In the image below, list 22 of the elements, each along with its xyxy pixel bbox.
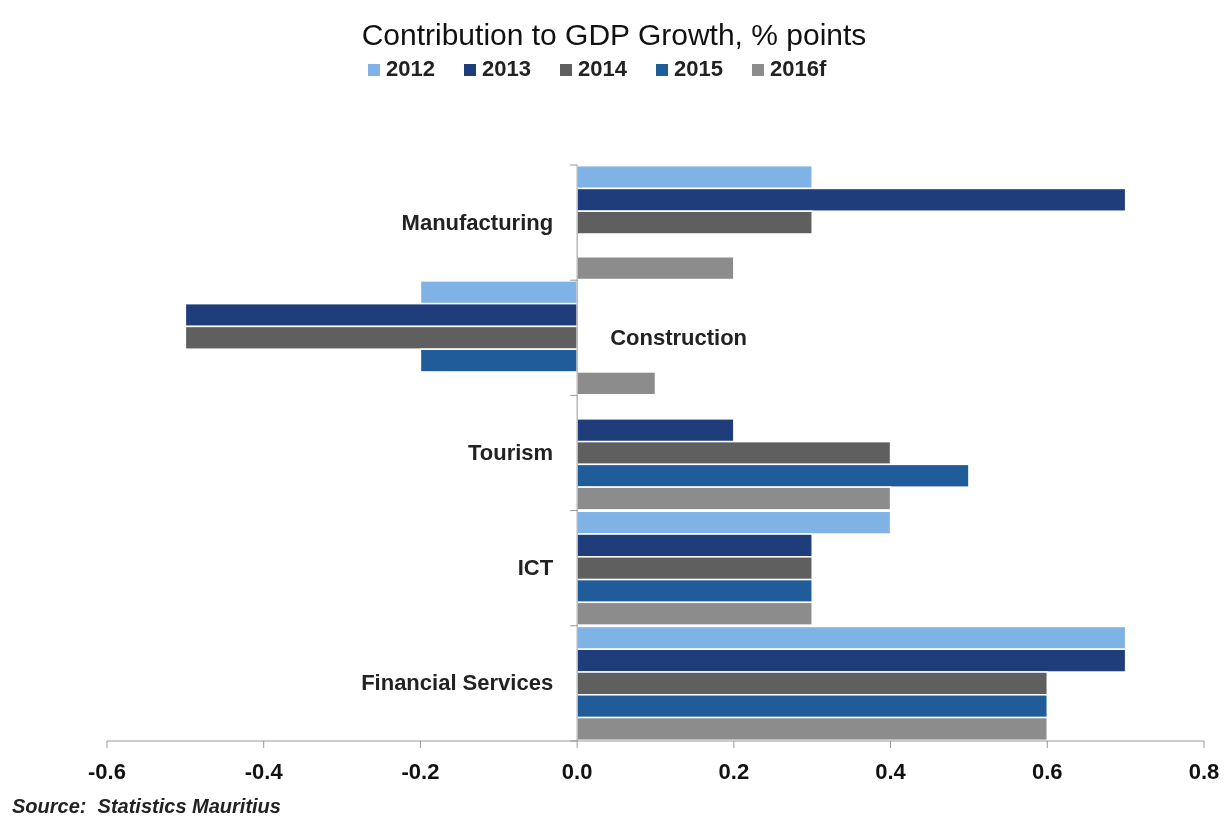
x-tick-label: 0.6: [1031, 759, 1063, 784]
x-tick-label: -0.6: [88, 759, 126, 784]
legend-label: 2012: [386, 56, 435, 81]
chart-title: Contribution to GDP Growth, % points: [361, 18, 867, 51]
y-tick-label: ICT: [517, 555, 554, 581]
x-tick-label: 0.8: [1188, 759, 1220, 784]
x-tick-label: 0.0: [561, 759, 593, 784]
x-tick-label: 0.4: [875, 759, 907, 784]
y-tick-label: Financial Services: [361, 670, 554, 696]
source-note: Source: Statistics Mauritius: [12, 795, 281, 817]
bar: [576, 256, 735, 281]
y-tick-label: Construction: [610, 324, 748, 350]
legend-label: 2015: [674, 56, 723, 81]
x-tick-label: -0.2: [401, 759, 440, 784]
legend-label: 2016f: [770, 56, 827, 81]
y-tick-label: Manufacturing: [401, 209, 554, 235]
legend-label: 2014: [578, 56, 628, 81]
x-tick-label: -0.4: [244, 759, 284, 784]
y-tick-label: Tourism: [467, 440, 554, 465]
legend-label: 2013: [482, 56, 531, 81]
x-tick-label: 0.2: [718, 759, 750, 784]
bar: [576, 371, 657, 396]
